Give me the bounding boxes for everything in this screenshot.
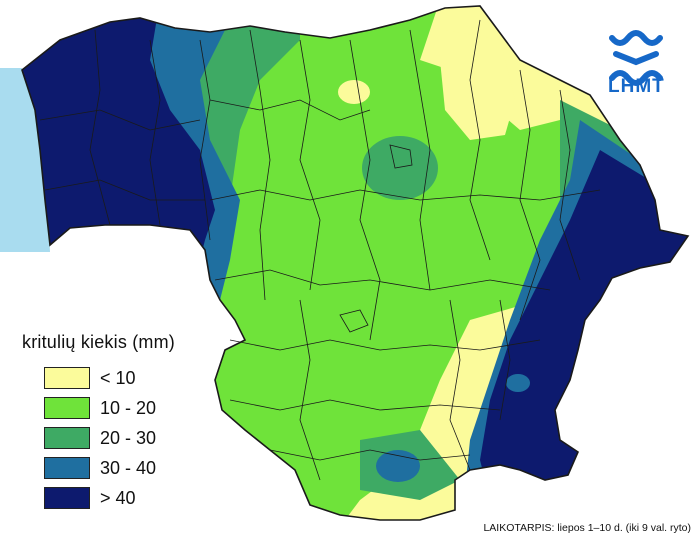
- zone-30-40-island: [506, 374, 530, 392]
- legend-label: 10 - 20: [100, 397, 157, 418]
- legend-label: > 40: [100, 487, 136, 508]
- legend-item: 10 - 20: [44, 396, 156, 420]
- baltic-sea: [0, 68, 50, 252]
- logo-text: LHMT: [608, 76, 665, 97]
- zone-lt-10-northeast: [440, 30, 515, 140]
- municipality-borders: [39, 19, 601, 481]
- zone-30-40-south: [376, 450, 420, 482]
- legend-swatch: [44, 397, 90, 419]
- legend-swatch: [44, 457, 90, 479]
- legend-label: < 10: [100, 367, 136, 388]
- zone-lt-10-island: [338, 80, 370, 104]
- legend-swatch: [44, 427, 90, 449]
- legend-item: 30 - 40: [44, 456, 156, 480]
- legend-swatch: [44, 367, 90, 389]
- zone-20-30-panevezys: [362, 136, 438, 200]
- legend-item: 20 - 30: [44, 426, 156, 450]
- legend-item: < 10: [44, 366, 136, 390]
- legend-title: kritulių kiekis (mm): [22, 332, 176, 352]
- zone-gt-40: [22, 6, 215, 300]
- lhmt-logo: [609, 30, 663, 86]
- period-caption: LAIKOTARPIS: liepos 1–10 d. (iki 9 val. …: [483, 522, 691, 534]
- legend-item: > 40: [44, 486, 136, 510]
- country-border: [21, 5, 690, 521]
- legend-label: 30 - 40: [100, 457, 157, 478]
- legend-swatch: [44, 487, 90, 509]
- legend-label: 20 - 30: [100, 427, 157, 448]
